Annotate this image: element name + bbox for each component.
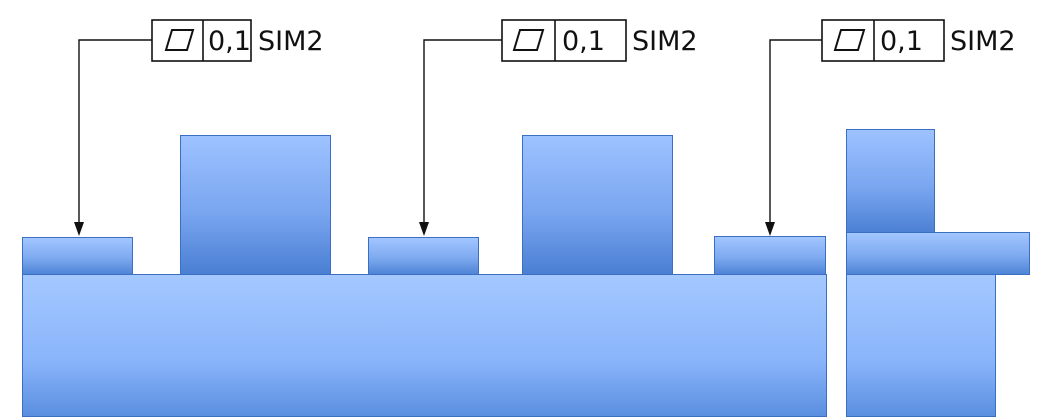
fcf-modifier-2: SIM2: [632, 26, 698, 57]
base-part: [22, 274, 827, 417]
tall-block-1: [180, 135, 331, 275]
fcf-modifier-3: SIM2: [950, 26, 1016, 57]
callout-3: 0,1 SIM2: [765, 19, 1016, 236]
pad-surface-2: [368, 237, 479, 275]
arrow-head-3: [765, 222, 775, 236]
fcf-tolerance-2: 0,1: [562, 26, 605, 57]
pad-surface-3: [714, 236, 826, 275]
leader-line-3: [769, 39, 822, 224]
flatness-icon: [512, 29, 545, 51]
pad-surface-1: [22, 237, 133, 275]
callout-2: 0,1 SIM2: [419, 19, 698, 236]
fcf-tolerance-1: 0,1: [208, 26, 251, 57]
arrow-head-2: [419, 222, 429, 236]
fcf-frame-3: [821, 19, 945, 62]
side-view-post: [846, 129, 935, 235]
fcf-tolerance-3: 0,1: [880, 26, 923, 57]
side-view-plate: [846, 232, 1030, 275]
leader-line-1: [78, 39, 152, 224]
flatness-icon: [833, 29, 866, 51]
fcf-modifier-1: SIM2: [258, 26, 324, 57]
flatness-icon: [164, 29, 195, 51]
arrow-head-1: [74, 222, 84, 236]
fcf-frame-2: [501, 19, 627, 62]
side-view-base: [846, 274, 996, 417]
leader-line-2: [423, 39, 502, 224]
callout-1: 0,1 SIM2: [74, 19, 324, 236]
tall-block-2: [522, 135, 673, 275]
